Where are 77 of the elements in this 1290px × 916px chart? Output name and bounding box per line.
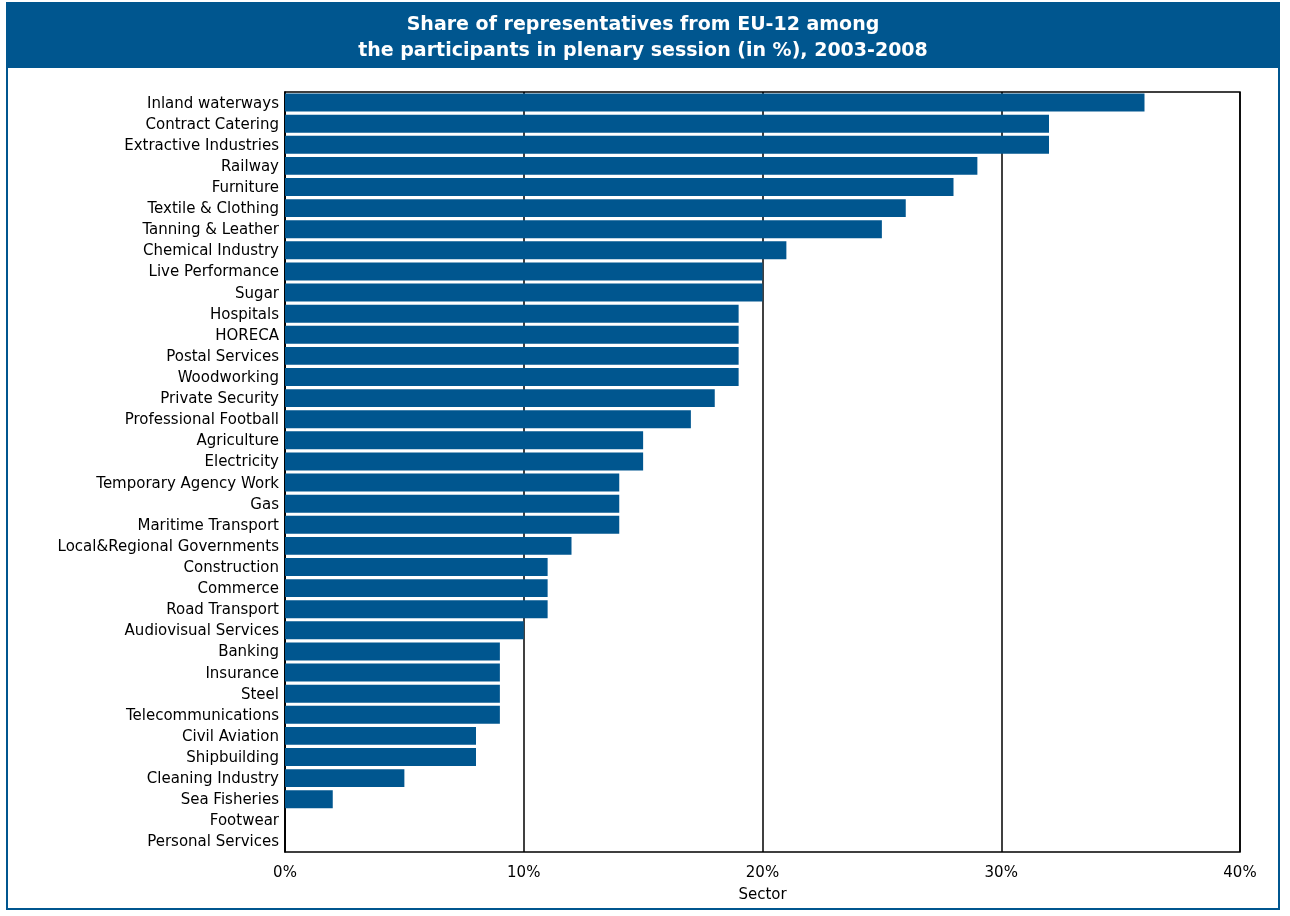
bar [285,748,476,766]
bar [285,621,524,640]
y-tick-label: Private Security [160,389,280,408]
chart-title: Share of representatives from EU-12 among the participants in plenary session (in %), 2003-2008 [8,4,1278,68]
bar [285,473,620,492]
y-tick-label: Inland waterways [147,93,280,112]
x-tick-label: 10% [507,862,541,881]
y-tick-label: Personal Services [147,832,280,851]
bar [285,156,978,175]
bar [285,93,1145,112]
bar [285,368,739,386]
bar [285,579,548,598]
bar [285,199,906,218]
bar [285,494,620,513]
y-tick-label: Banking [218,642,279,661]
bar [285,241,787,260]
bar [285,304,739,323]
bar [285,410,691,429]
bar [285,178,954,196]
y-tick-label: Steel [240,684,279,703]
y-tick-label: Extractive Industries [124,135,280,154]
y-tick-label: Chemical Industry [142,241,280,260]
y-tick-label: Road Transport [166,600,280,619]
y-tick-label: Shipbuilding [186,748,279,766]
y-tick-label: Footwear [209,811,280,830]
y-tick-label: Woodworking [177,368,279,386]
bar [285,346,739,365]
y-tick-label: Agriculture [196,431,279,450]
y-tick-label: Insurance [205,663,279,682]
x-axis-title: Sector [738,884,788,903]
bar [285,536,572,555]
y-tick-label: Furniture [211,178,279,196]
bar [285,769,405,788]
y-tick-label: Cleaning Industry [146,769,280,788]
y-tick-label: Electricity [204,452,280,471]
y-tick-label: Telecommunications [124,705,280,724]
bar [285,705,500,724]
y-tick-label: Audiovisual Services [124,621,280,640]
y-tick-label: Maritime Transport [137,515,280,534]
y-tick-label: Postal Services [166,346,280,365]
bar [285,558,548,576]
bar [285,600,548,619]
bar [285,726,476,745]
y-tick-label: Railway [221,156,280,175]
bar [285,262,763,281]
y-tick-label: HORECA [215,325,280,344]
y-tick-label: Hospitals [209,304,280,323]
bar [285,283,763,302]
y-tick-label: Commerce [197,579,279,598]
y-tick-label: Gas [250,494,280,513]
y-tick-label: Professional Football [124,410,279,429]
y-tick-label: Sea Fisheries [180,790,280,809]
bar [285,452,644,471]
y-tick-label: Live Performance [148,262,279,281]
bar [285,790,333,809]
bar [285,220,882,239]
y-tick-label: Local&Regional Governments [57,536,280,555]
bar [285,114,1049,133]
y-tick-label: Textile & Clothing [146,199,279,218]
bar [285,642,500,661]
x-tick-label: 0% [273,862,297,881]
x-tick-label: 40% [1223,862,1257,881]
y-tick-label: Temporary Agency Work [95,473,280,492]
bar [285,325,739,344]
y-tick-label: Contract Catering [145,114,279,133]
x-tick-label: 30% [984,862,1018,881]
y-tick-label: Civil Aviation [182,726,279,745]
y-tick-label: Tanning & Leather [141,220,280,239]
bar [285,431,644,450]
bar [285,135,1049,154]
y-tick-label: Sugar [235,283,280,302]
x-tick-label: 20% [745,862,780,881]
y-tick-label: Construction [183,558,279,576]
bar [285,515,620,534]
bar [285,663,500,682]
bar [285,389,715,408]
bar [285,684,500,703]
